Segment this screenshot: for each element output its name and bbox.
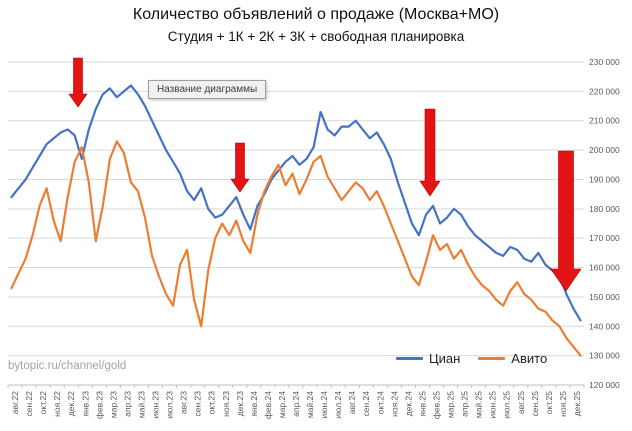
- svg-text:окт.23: окт.23: [207, 391, 217, 415]
- legend-item-avito[interactable]: Авито: [478, 351, 547, 366]
- svg-text:200 000: 200 000: [589, 145, 620, 155]
- svg-text:апр.23: апр.23: [122, 391, 132, 417]
- svg-text:220 000: 220 000: [589, 86, 620, 96]
- legend-item-cian[interactable]: Циан: [396, 351, 460, 366]
- svg-text:сен.25: сен.25: [530, 391, 540, 417]
- svg-text:мар.23: мар.23: [108, 391, 118, 418]
- svg-text:дек.22: дек.22: [66, 391, 76, 416]
- svg-text:сен.24: сен.24: [361, 391, 371, 417]
- svg-text:140 000: 140 000: [589, 321, 620, 331]
- svg-text:окт.22: окт.22: [38, 391, 48, 415]
- chart-title-tooltip: Название диаграммы: [148, 80, 267, 99]
- svg-text:июл.24: июл.24: [333, 391, 343, 419]
- chart-title: Количество объявлений о продаже (Москва+…: [132, 6, 500, 23]
- svg-text:авг.23: авг.23: [179, 391, 189, 414]
- avito-line-swatch-icon: [478, 357, 506, 360]
- chart-subtitle: Студия + 1К + 2К + 3К + свободная планир…: [167, 29, 465, 44]
- svg-text:ноя.24: ноя.24: [389, 391, 399, 417]
- svg-text:июн.23: июн.23: [151, 391, 161, 419]
- svg-text:июн.24: июн.24: [319, 391, 329, 419]
- svg-text:130 000: 130 000: [589, 351, 620, 361]
- legend-label-avito: Авито: [511, 351, 548, 366]
- svg-text:май.25: май.25: [474, 391, 484, 418]
- svg-text:170 000: 170 000: [589, 233, 620, 243]
- svg-text:май.24: май.24: [305, 391, 315, 418]
- legend: Циан Авито: [396, 351, 547, 366]
- svg-text:мар.25: мар.25: [446, 391, 456, 418]
- svg-text:120 000: 120 000: [589, 380, 620, 390]
- svg-text:210 000: 210 000: [589, 116, 620, 126]
- svg-text:150 000: 150 000: [589, 292, 620, 302]
- svg-text:окт.25: окт.25: [544, 391, 554, 415]
- watermark: bytopic.ru/channel/gold: [8, 360, 127, 372]
- svg-text:авг.22: авг.22: [10, 391, 20, 414]
- svg-text:апр.24: апр.24: [291, 391, 301, 417]
- svg-text:фев.24: фев.24: [263, 391, 273, 419]
- svg-text:190 000: 190 000: [589, 174, 620, 184]
- svg-text:янв.23: янв.23: [80, 391, 90, 417]
- svg-text:мар.24: мар.24: [277, 391, 287, 418]
- svg-text:ноя.25: ноя.25: [558, 391, 568, 417]
- svg-text:янв.24: янв.24: [249, 391, 259, 417]
- svg-text:ноя.22: ноя.22: [52, 391, 62, 417]
- svg-text:ноя.23: ноя.23: [221, 391, 231, 417]
- svg-text:авг.24: авг.24: [347, 391, 357, 414]
- svg-text:фев.23: фев.23: [94, 391, 104, 419]
- svg-text:окт.24: окт.24: [375, 391, 385, 415]
- svg-text:июл.25: июл.25: [502, 391, 512, 419]
- svg-text:июл.23: июл.23: [165, 391, 175, 419]
- svg-text:фев.25: фев.25: [431, 391, 441, 419]
- svg-text:160 000: 160 000: [589, 263, 620, 273]
- legend-label-cian: Циан: [429, 351, 461, 366]
- svg-text:янв.25: янв.25: [417, 391, 427, 417]
- svg-text:дек.25: дек.25: [572, 391, 582, 416]
- svg-text:июн.25: июн.25: [488, 391, 498, 419]
- svg-text:апр.25: апр.25: [460, 391, 470, 417]
- svg-text:сен.23: сен.23: [193, 391, 203, 417]
- svg-text:дек.24: дек.24: [403, 391, 413, 416]
- svg-text:авг.25: авг.25: [516, 391, 526, 414]
- svg-text:180 000: 180 000: [589, 204, 620, 214]
- svg-text:дек.23: дек.23: [235, 391, 245, 416]
- svg-text:май.23: май.23: [136, 391, 146, 418]
- cian-line-swatch-icon: [396, 357, 423, 360]
- svg-text:230 000: 230 000: [589, 57, 620, 67]
- svg-text:сен.22: сен.22: [24, 391, 34, 417]
